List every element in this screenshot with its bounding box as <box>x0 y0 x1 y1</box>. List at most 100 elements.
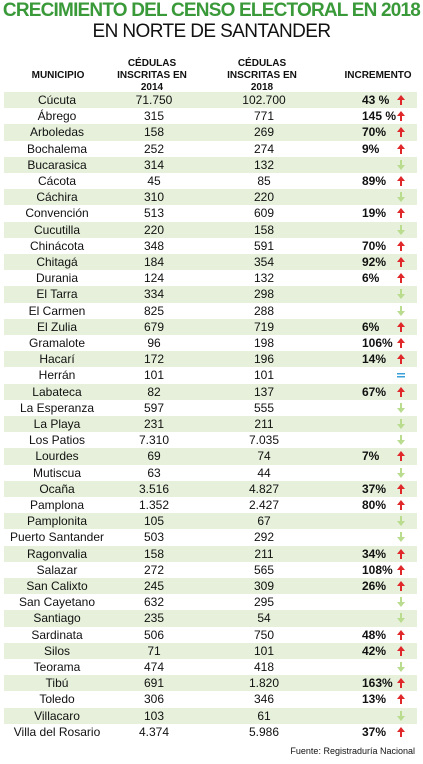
increment: 92% <box>362 255 387 269</box>
trend-icon <box>397 321 405 332</box>
cell: 298 <box>253 287 275 302</box>
cell: 82 <box>147 384 161 399</box>
increment: 37% <box>362 481 387 496</box>
cell: 632 <box>143 595 165 610</box>
cell: 292 <box>253 530 275 545</box>
cell: 54 <box>257 611 271 626</box>
table-row: Toledo 306 346 13% <box>4 691 417 707</box>
cell: 314 <box>143 157 165 172</box>
table-row: Sardinata 506 750 48% <box>4 627 417 643</box>
cell: 172 <box>143 352 165 367</box>
cell: 609 <box>253 206 275 221</box>
cell: Bochalema <box>26 141 88 156</box>
trend-icon <box>397 354 405 365</box>
increment: 42% <box>362 643 387 658</box>
increment: 9% <box>362 141 380 156</box>
cell: Durania <box>35 271 79 286</box>
table-row: Villa del Rosario 4.374 5.986 37% <box>4 724 417 740</box>
cell: Pamplonita <box>26 514 88 529</box>
cell: 69 <box>147 449 161 464</box>
cell: 105 <box>143 514 165 529</box>
table-row: La Esperanza 597 555 <box>4 400 417 416</box>
cell: Villacaro <box>34 708 80 723</box>
table-row: Cucutilla 220 158 <box>4 221 417 238</box>
trend-icon <box>397 678 405 689</box>
col-header: INCREMENTO <box>344 70 412 81</box>
table-row: Cáchira 310 220 <box>4 189 417 206</box>
cell: 103 <box>143 708 165 723</box>
cell: 101 <box>253 368 275 383</box>
cell: 691 <box>143 676 165 691</box>
cell: 96 <box>147 336 161 350</box>
increment: 6% <box>362 319 380 334</box>
table-row: Hacarí 172 196 14% <box>4 351 417 368</box>
cell: 71.750 <box>135 93 173 107</box>
cell: El Carmen <box>28 303 86 318</box>
cell: 74 <box>257 449 271 464</box>
table-row: San Calixto 245 309 26% <box>4 578 417 595</box>
cell: 269 <box>253 125 275 140</box>
increment: 108% <box>362 562 393 577</box>
cell: 211 <box>254 546 274 561</box>
trend-icon <box>397 224 405 235</box>
cell: 71 <box>147 643 161 658</box>
cell: 2.427 <box>248 498 280 512</box>
subtitle: EN NORTE DE SANTANDER <box>92 21 332 42</box>
cell: Herrán <box>38 368 76 383</box>
table-row: Ocaña 3.516 4.827 37% <box>4 480 417 497</box>
cell: El Zulia <box>36 319 77 334</box>
increment: 67% <box>362 384 387 399</box>
cell: Teorama <box>33 660 81 674</box>
cell: 306 <box>143 692 165 707</box>
table-row: Puerto Santander 503 292 <box>4 529 417 545</box>
table-row: Los Patios 7.310 7.035 <box>4 432 417 448</box>
cell: 235 <box>143 611 165 626</box>
cell: 198 <box>253 336 275 350</box>
cell: 354 <box>253 255 275 269</box>
cell: 825 <box>143 303 165 318</box>
increment: 6% <box>362 271 380 286</box>
increment: 7% <box>362 449 380 464</box>
cell: 295 <box>253 595 275 610</box>
cell: 591 <box>253 238 275 253</box>
table-row: Labateca 82 137 67% <box>4 383 417 400</box>
cell: Pamplona <box>29 498 85 512</box>
cell: La Esperanza <box>19 400 95 415</box>
cell: Sardinata <box>31 627 83 642</box>
table-row: El Carmen 825 288 <box>4 303 417 319</box>
cell: 158 <box>143 546 165 561</box>
trend-icon <box>397 516 405 527</box>
cell: 771 <box>253 109 275 124</box>
trend-icon <box>397 613 405 624</box>
cell: 252 <box>143 141 165 156</box>
cell: 3.516 <box>138 481 170 496</box>
cell: 102.700 <box>242 93 286 107</box>
cell: Cácota <box>37 174 77 188</box>
cell: 61 <box>257 708 271 723</box>
increment: 89% <box>362 174 387 188</box>
cell: Ocaña <box>39 481 75 496</box>
cell: Labateca <box>32 384 82 399</box>
cell: 4.827 <box>248 481 280 496</box>
cell: 418 <box>253 660 275 674</box>
trend-icon <box>397 483 405 494</box>
increment: 34% <box>362 546 387 561</box>
table-row: Arboledas 158 269 70% <box>4 124 417 141</box>
cell: La Playa <box>33 417 81 431</box>
table-row: Pamplona 1.352 2.427 80% <box>4 497 417 513</box>
trend-icon <box>397 451 405 462</box>
cell: 348 <box>143 238 165 253</box>
trend-icon <box>397 240 405 251</box>
cell: 158 <box>253 222 275 237</box>
cell: El Tarra <box>36 287 78 302</box>
cell: Cucutilla <box>33 222 81 237</box>
cell: 288 <box>253 303 275 318</box>
cell: 85 <box>257 174 271 188</box>
increment: 70% <box>362 238 387 253</box>
table-row: Bochalema 252 274 9% <box>4 141 417 157</box>
cell: San Calixto <box>26 579 88 593</box>
increment: 145 % <box>362 109 397 124</box>
trend-icon <box>397 289 405 300</box>
cell: 4.374 <box>138 724 170 739</box>
